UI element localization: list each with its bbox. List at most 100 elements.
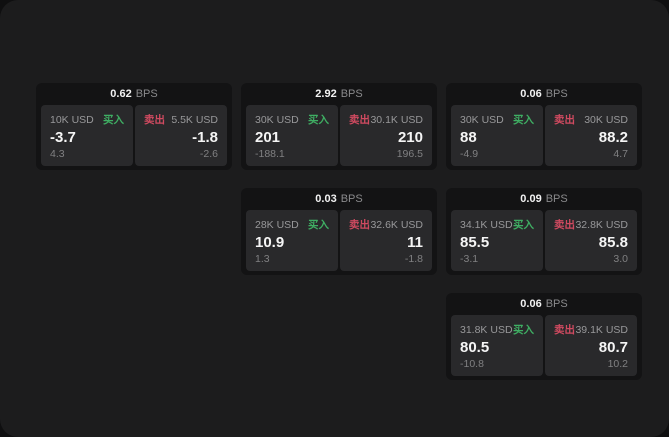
buy-side-label: 买入 [513,219,534,231]
sell-side-label: 卖出 [554,324,575,336]
spread-value: 0.62 [110,88,132,100]
sell-panel-top: 卖出 30K USD [554,112,628,127]
spread-header: 0.03 BPS [246,188,432,210]
quote-card: 0.03 BPS 28K USD 买入 10.9 1.3 卖出 32.6K USD… [241,188,437,275]
buy-notional: 30K USD [460,113,504,126]
quote-panels: 28K USD 买入 10.9 1.3 卖出 32.6K USD 11 -1.8 [246,210,432,271]
quote-panels: 10K USD 买入 -3.7 4.3 卖出 5.5K USD -1.8 -2.… [41,105,227,166]
sell-sub-value: -1.8 [404,253,423,265]
sell-notional: 32.6K USD [370,218,423,231]
buy-notional: 34.1K USD [460,218,513,231]
buy-panel-top: 34.1K USD 买入 [460,217,534,232]
spread-value: 2.92 [315,88,337,100]
buy-panel-top: 10K USD 买入 [50,112,124,127]
sell-price: 210 [397,128,423,146]
spread-value: 0.03 [315,193,337,205]
buy-side-label: 买入 [513,114,534,126]
bps-unit-label: BPS [135,88,158,100]
buy-side-label: 买入 [513,324,534,336]
buy-price: -3.7 [50,128,76,146]
quote-card: 0.62 BPS 10K USD 买入 -3.7 4.3 卖出 5.5K USD … [36,83,232,170]
sell-side-label: 卖出 [349,114,370,126]
buy-quote-panel[interactable]: 30K USD 买入 88 -4.9 [451,105,543,166]
bps-unit-label: BPS [340,88,363,100]
buy-side-label: 买入 [308,219,329,231]
quote-panels: 30K USD 买入 88 -4.9 卖出 30K USD 88.2 4.7 [451,105,637,166]
buy-price: 201 [255,128,281,146]
sell-sub-value: -2.6 [199,148,218,160]
sell-price: -1.8 [192,128,218,146]
buy-sub-value: -10.8 [460,358,484,370]
quote-panels: 31.8K USD 买入 80.5 -10.8 卖出 39.1K USD 80.… [451,315,637,376]
buy-side-label: 买入 [103,114,124,126]
buy-quote-panel[interactable]: 10K USD 买入 -3.7 4.3 [41,105,133,166]
bps-unit-label: BPS [545,193,568,205]
sell-price: 11 [407,233,423,251]
sell-notional: 39.1K USD [575,323,628,336]
buy-quote-panel[interactable]: 28K USD 买入 10.9 1.3 [246,210,338,271]
sell-notional: 32.8K USD [575,218,628,231]
sell-side-label: 卖出 [554,219,575,231]
sell-quote-panel[interactable]: 卖出 32.6K USD 11 -1.8 [340,210,432,271]
spread-header: 0.09 BPS [451,188,637,210]
spread-header: 0.06 BPS [451,293,637,315]
buy-notional: 30K USD [255,113,299,126]
buy-quote-panel[interactable]: 30K USD 买入 201 -188.1 [246,105,338,166]
buy-panel-top: 31.8K USD 买入 [460,322,534,337]
spread-value: 0.09 [520,193,542,205]
sell-panel-top: 卖出 32.6K USD [349,217,423,232]
buy-sub-value: 4.3 [50,148,65,160]
sell-price: 85.8 [598,233,628,251]
buy-sub-value: 1.3 [255,253,270,265]
spread-value: 0.06 [520,298,542,310]
cards-grid: 0.62 BPS 10K USD 买入 -3.7 4.3 卖出 5.5K USD … [36,83,642,380]
quote-card: 2.92 BPS 30K USD 买入 201 -188.1 卖出 30.1K U… [241,83,437,170]
buy-side-label: 买入 [308,114,329,126]
buy-price: 88 [460,128,477,146]
buy-panel-top: 30K USD 买入 [460,112,534,127]
quote-panels: 30K USD 买入 201 -188.1 卖出 30.1K USD 210 1… [246,105,432,166]
sell-sub-value: 3.0 [613,253,628,265]
sell-sub-value: 4.7 [613,148,628,160]
sell-side-label: 卖出 [349,219,370,231]
buy-notional: 10K USD [50,113,94,126]
sell-sub-value: 196.5 [396,148,423,160]
sell-price: 88.2 [598,128,628,146]
sell-sub-value: 10.2 [607,358,628,370]
sell-quote-panel[interactable]: 卖出 5.5K USD -1.8 -2.6 [135,105,227,166]
sell-notional: 30K USD [584,113,628,126]
sell-side-label: 卖出 [144,114,165,126]
buy-notional: 28K USD [255,218,299,231]
spread-value: 0.06 [520,88,542,100]
quote-card: 0.09 BPS 34.1K USD 买入 85.5 -3.1 卖出 32.8K … [446,188,642,275]
sell-notional: 5.5K USD [171,113,218,126]
sell-quote-panel[interactable]: 卖出 30.1K USD 210 196.5 [340,105,432,166]
quote-card: 0.06 BPS 30K USD 买入 88 -4.9 卖出 30K USD 88… [446,83,642,170]
buy-panel-top: 28K USD 买入 [255,217,329,232]
buy-price: 80.5 [460,338,490,356]
spread-header: 2.92 BPS [246,83,432,105]
sell-price: 80.7 [598,338,628,356]
sell-notional: 30.1K USD [370,113,423,126]
buy-notional: 31.8K USD [460,323,513,336]
buy-quote-panel[interactable]: 34.1K USD 买入 85.5 -3.1 [451,210,543,271]
sell-quote-panel[interactable]: 卖出 39.1K USD 80.7 10.2 [545,315,637,376]
sell-panel-top: 卖出 32.8K USD [554,217,628,232]
spread-header: 0.62 BPS [41,83,227,105]
buy-sub-value: -3.1 [460,253,479,265]
buy-price: 10.9 [255,233,285,251]
sell-side-label: 卖出 [554,114,575,126]
sell-panel-top: 卖出 30.1K USD [349,112,423,127]
sell-quote-panel[interactable]: 卖出 30K USD 88.2 4.7 [545,105,637,166]
quote-panels: 34.1K USD 买入 85.5 -3.1 卖出 32.8K USD 85.8… [451,210,637,271]
sell-panel-top: 卖出 5.5K USD [144,112,218,127]
spread-header: 0.06 BPS [451,83,637,105]
bps-unit-label: BPS [545,298,568,310]
quote-card: 0.06 BPS 31.8K USD 买入 80.5 -10.8 卖出 39.1K… [446,293,642,380]
sell-quote-panel[interactable]: 卖出 32.8K USD 85.8 3.0 [545,210,637,271]
buy-price: 85.5 [460,233,490,251]
bps-unit-label: BPS [545,88,568,100]
buy-quote-panel[interactable]: 31.8K USD 买入 80.5 -10.8 [451,315,543,376]
bps-unit-label: BPS [340,193,363,205]
